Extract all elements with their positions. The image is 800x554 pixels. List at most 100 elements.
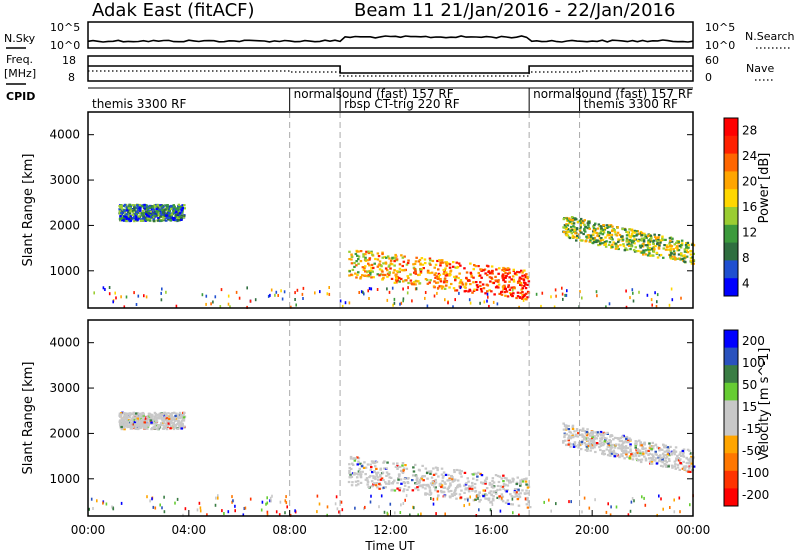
echo-cell bbox=[626, 243, 629, 246]
echo-cell bbox=[495, 268, 498, 271]
echo-cell bbox=[611, 246, 614, 249]
echo-cell bbox=[676, 463, 680, 466]
echo-cell bbox=[513, 286, 516, 289]
echo-cell bbox=[590, 437, 594, 440]
echo-cell bbox=[205, 302, 207, 306]
echo-cell bbox=[598, 240, 601, 243]
colorbar-segment-5 bbox=[724, 418, 738, 436]
echo-cell bbox=[581, 435, 584, 438]
echo-cell bbox=[481, 283, 485, 286]
echo-cell bbox=[608, 241, 612, 244]
echo-cell bbox=[120, 425, 123, 429]
echo-cell bbox=[348, 258, 351, 261]
echo-cell bbox=[274, 293, 276, 297]
echo-cell bbox=[671, 464, 674, 467]
echo-cell bbox=[454, 279, 457, 282]
echo-cell bbox=[400, 482, 403, 485]
echo-cell bbox=[485, 497, 488, 500]
echo-cell bbox=[367, 274, 370, 277]
echo-cell bbox=[419, 263, 422, 266]
echo-cell bbox=[617, 443, 621, 446]
echo-cell bbox=[638, 450, 642, 453]
echo-cell bbox=[400, 469, 403, 473]
echo-cell bbox=[526, 506, 530, 509]
echo-cell bbox=[629, 443, 632, 446]
x-tick-label-2: 08:00 bbox=[272, 523, 307, 537]
echo-cell bbox=[179, 425, 183, 428]
echo-cell bbox=[599, 448, 602, 452]
echo-cell bbox=[663, 459, 666, 462]
echo-cell bbox=[178, 212, 182, 215]
echo-cell bbox=[585, 434, 589, 437]
echo-cell bbox=[389, 262, 393, 265]
cpid-label-1: normalsound (fast) 157 RF bbox=[294, 87, 454, 101]
echo-cell bbox=[674, 446, 678, 449]
echo-cell bbox=[647, 453, 650, 456]
echo-cell bbox=[142, 414, 145, 417]
echo-cell bbox=[169, 422, 173, 425]
echo-cell bbox=[581, 296, 583, 300]
echo-cell bbox=[621, 435, 624, 438]
echo-cell bbox=[650, 462, 654, 465]
echo-cell bbox=[490, 271, 493, 274]
echo-cell bbox=[448, 495, 452, 498]
echo-cell bbox=[442, 475, 445, 478]
echo-cell bbox=[370, 266, 373, 269]
echo-cell bbox=[360, 463, 364, 466]
echo-cell bbox=[492, 495, 495, 498]
echo-cell bbox=[661, 448, 664, 451]
echo-cell bbox=[174, 501, 176, 505]
echo-cell bbox=[591, 442, 595, 445]
echo-cell bbox=[389, 502, 392, 506]
echo-cell bbox=[490, 290, 493, 293]
echo-cell bbox=[678, 245, 682, 248]
echo-cell bbox=[640, 458, 644, 461]
echo-cell bbox=[445, 274, 449, 277]
echo-cell bbox=[414, 269, 417, 272]
echo-cell bbox=[682, 260, 686, 263]
echo-cell bbox=[455, 261, 458, 264]
echo-cell bbox=[606, 445, 610, 448]
echo-cell bbox=[575, 218, 578, 221]
echo-cell bbox=[215, 496, 217, 500]
echo-cell bbox=[676, 249, 679, 252]
echo-cell bbox=[128, 416, 132, 419]
echo-cell bbox=[154, 416, 158, 419]
echo-cell bbox=[605, 437, 608, 440]
echo-cell bbox=[601, 441, 604, 444]
echo-cell bbox=[418, 485, 421, 488]
echo-cell bbox=[161, 287, 163, 291]
echo-cell bbox=[129, 205, 132, 208]
echo-cell bbox=[517, 488, 520, 491]
echo-cell bbox=[494, 286, 498, 289]
echo-cell bbox=[165, 422, 168, 426]
echo-cell bbox=[135, 213, 139, 216]
echo-cell bbox=[175, 412, 178, 415]
colorbar-tick-7: -200 bbox=[742, 488, 769, 502]
echo-cell bbox=[640, 251, 644, 254]
echo-cell bbox=[153, 411, 157, 414]
echo-cell bbox=[120, 428, 124, 431]
echo-cell bbox=[576, 220, 580, 224]
echo-cell bbox=[475, 478, 479, 482]
echo-cell bbox=[414, 482, 417, 485]
echo-cell bbox=[659, 460, 663, 463]
echo-cell bbox=[685, 249, 688, 252]
echo-cell bbox=[357, 483, 360, 486]
echo-cell bbox=[649, 238, 652, 241]
echo-cell bbox=[182, 425, 186, 428]
echo-cell bbox=[439, 278, 442, 281]
echo-cell bbox=[144, 418, 148, 421]
echo-cell bbox=[470, 487, 474, 490]
echo-cell bbox=[601, 229, 605, 232]
echo-cell bbox=[617, 447, 620, 450]
echo-cell bbox=[422, 483, 425, 486]
echo-cell bbox=[606, 234, 609, 237]
echo-cell bbox=[572, 436, 575, 439]
echo-cell bbox=[424, 487, 427, 490]
echo-cell bbox=[368, 264, 371, 267]
echo-cell bbox=[568, 236, 572, 240]
y-tick-label-2: 3000 bbox=[49, 381, 80, 395]
echo-cell bbox=[638, 290, 640, 294]
echo-cell bbox=[474, 498, 477, 501]
